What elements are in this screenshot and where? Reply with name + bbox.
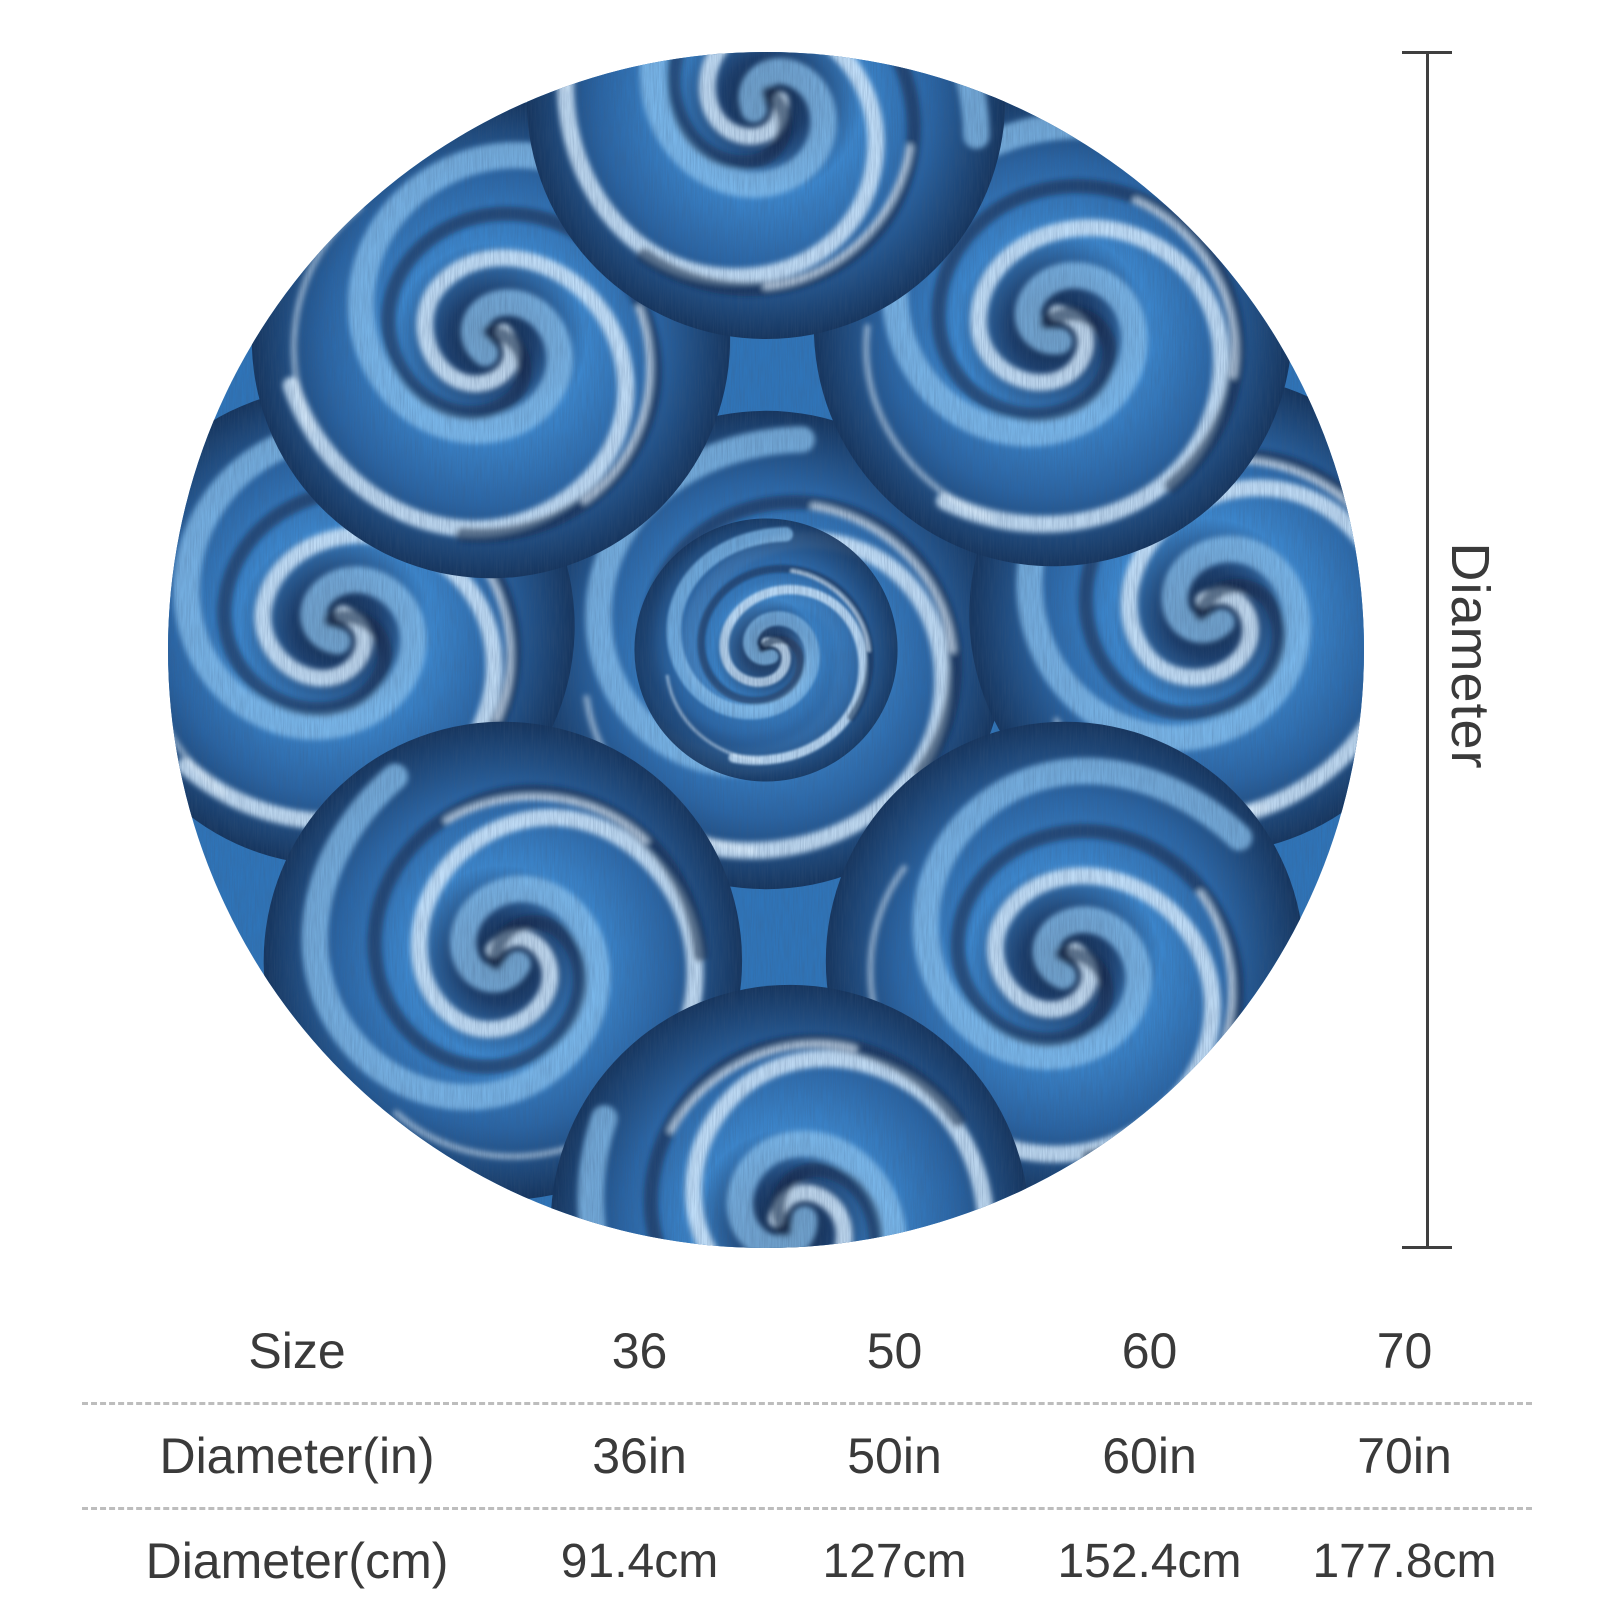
- diameter-cm-value: 91.4cm: [560, 1534, 719, 1588]
- size-table: Size 36 50 60 70 Diameter(in) 36in 50in …: [82, 1300, 1532, 1612]
- round-tablecloth-image: [168, 52, 1364, 1248]
- diameter-in-value: 70in: [1357, 1428, 1452, 1484]
- row-header-diameter-cm: Diameter(cm): [145, 1533, 449, 1589]
- size-value: 70: [1376, 1323, 1433, 1379]
- diameter-dimension-line: [1426, 52, 1429, 1248]
- row-header-diameter-in: Diameter(in): [159, 1428, 435, 1484]
- diameter-in-value: 60in: [1102, 1428, 1197, 1484]
- table-row-size: Size 36 50 60 70: [82, 1300, 1532, 1402]
- diameter-in-value: 50in: [847, 1428, 942, 1484]
- dimension-cap-bottom: [1402, 1246, 1452, 1249]
- size-value: 36: [611, 1323, 668, 1379]
- diameter-cm-value: 127cm: [822, 1534, 967, 1588]
- table-row-diameter-in: Diameter(in) 36in 50in 60in 70in: [82, 1405, 1532, 1507]
- swirl-pattern-graphic: [168, 52, 1364, 1248]
- diameter-label-text: Diameter: [1440, 542, 1500, 770]
- size-value: 50: [866, 1323, 923, 1379]
- diameter-in-value: 36in: [592, 1428, 687, 1484]
- table-row-diameter-cm: Diameter(cm) 91.4cm 127cm 152.4cm 177.8c…: [82, 1510, 1532, 1612]
- size-value: 60: [1121, 1323, 1178, 1379]
- table-divider: [82, 1402, 1532, 1405]
- diameter-cm-value: 177.8cm: [1312, 1534, 1497, 1588]
- table-divider: [82, 1507, 1532, 1510]
- row-header-size: Size: [248, 1323, 346, 1379]
- diameter-cm-value: 152.4cm: [1057, 1534, 1242, 1588]
